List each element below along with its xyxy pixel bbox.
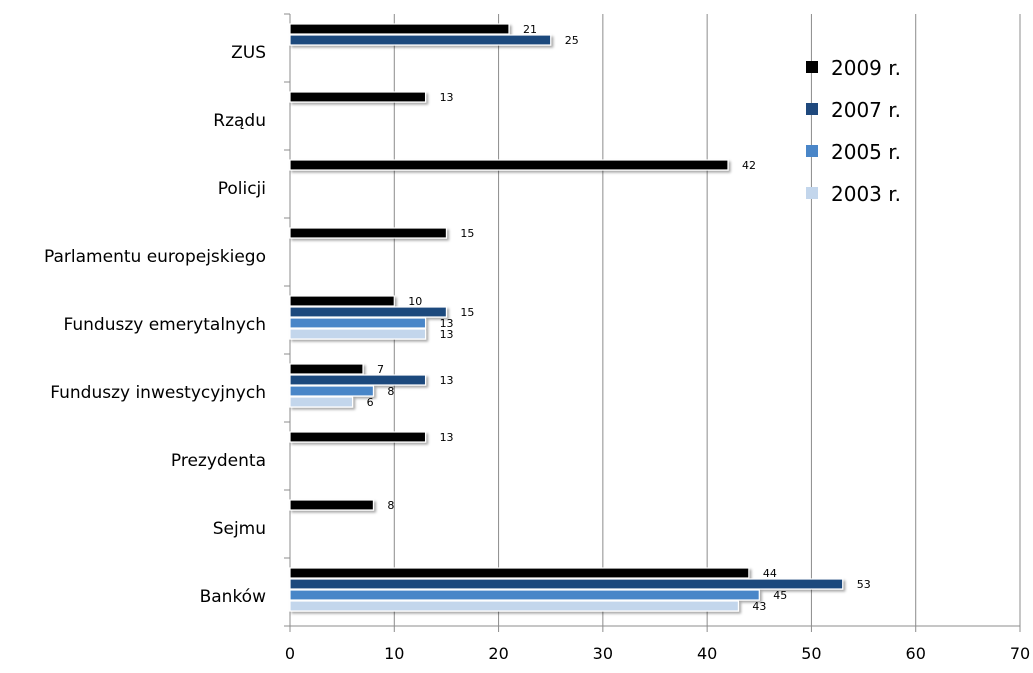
category-label: Policji bbox=[218, 179, 266, 199]
x-tick-label: 40 bbox=[697, 644, 717, 663]
category-label: ZUS bbox=[231, 43, 266, 63]
bar bbox=[289, 396, 354, 408]
bar bbox=[289, 328, 427, 340]
x-tick-label: 0 bbox=[285, 644, 295, 663]
x-tick-label: 10 bbox=[384, 644, 404, 663]
category-label: Banków bbox=[200, 587, 266, 607]
bar bbox=[289, 159, 729, 171]
data-label: 10 bbox=[408, 295, 422, 308]
bar bbox=[289, 499, 375, 511]
data-label: 13 bbox=[440, 431, 454, 444]
bar bbox=[289, 295, 395, 307]
bar bbox=[289, 227, 448, 239]
data-label: 43 bbox=[752, 600, 766, 613]
x-tick-label: 30 bbox=[593, 644, 613, 663]
x-tick-label: 60 bbox=[906, 644, 926, 663]
data-label: 42 bbox=[742, 159, 756, 172]
data-label: 15 bbox=[460, 306, 474, 319]
data-label: 15 bbox=[460, 227, 474, 240]
data-label: 7 bbox=[377, 363, 384, 376]
bar bbox=[289, 578, 844, 590]
data-label: 8 bbox=[387, 385, 394, 398]
legend-label: 2007 r. bbox=[831, 98, 901, 122]
bar bbox=[289, 567, 750, 579]
data-label: 21 bbox=[523, 23, 537, 36]
category-label: Funduszy inwestycyjnych bbox=[50, 383, 266, 403]
bar bbox=[289, 23, 510, 35]
category-label: Rządu bbox=[213, 111, 266, 131]
data-label: 6 bbox=[367, 396, 374, 409]
bar bbox=[289, 91, 427, 103]
x-tick-label: 50 bbox=[801, 644, 821, 663]
bar bbox=[289, 589, 760, 601]
category-label: Sejmu bbox=[213, 519, 266, 539]
bar bbox=[289, 363, 364, 375]
data-label: 13 bbox=[440, 317, 454, 330]
bar bbox=[289, 317, 427, 329]
legend-label: 2005 r. bbox=[831, 140, 901, 164]
bar bbox=[289, 385, 375, 397]
bar bbox=[289, 431, 427, 443]
data-label: 53 bbox=[857, 578, 871, 591]
legend-marker bbox=[806, 145, 818, 157]
legend-label: 2003 r. bbox=[831, 182, 901, 206]
legend-marker bbox=[806, 187, 818, 199]
x-tick-label: 70 bbox=[1010, 644, 1030, 663]
data-label: 13 bbox=[440, 374, 454, 387]
data-label: 8 bbox=[387, 499, 394, 512]
bar bbox=[289, 374, 427, 386]
data-label: 13 bbox=[440, 328, 454, 341]
bar bbox=[289, 34, 552, 46]
data-label: 44 bbox=[763, 567, 777, 580]
data-label: 13 bbox=[440, 91, 454, 104]
data-label: 45 bbox=[773, 589, 787, 602]
bar bbox=[289, 600, 740, 612]
x-tick-label: 20 bbox=[488, 644, 508, 663]
legend-marker bbox=[806, 61, 818, 73]
data-label: 25 bbox=[565, 34, 579, 47]
category-label: Funduszy emerytalnych bbox=[64, 315, 267, 335]
category-label: Parlamentu europejskiego bbox=[44, 247, 266, 267]
bar bbox=[289, 306, 448, 318]
legend-marker bbox=[806, 103, 818, 115]
legend-label: 2009 r. bbox=[831, 56, 901, 80]
category-label: Prezydenta bbox=[171, 451, 266, 471]
